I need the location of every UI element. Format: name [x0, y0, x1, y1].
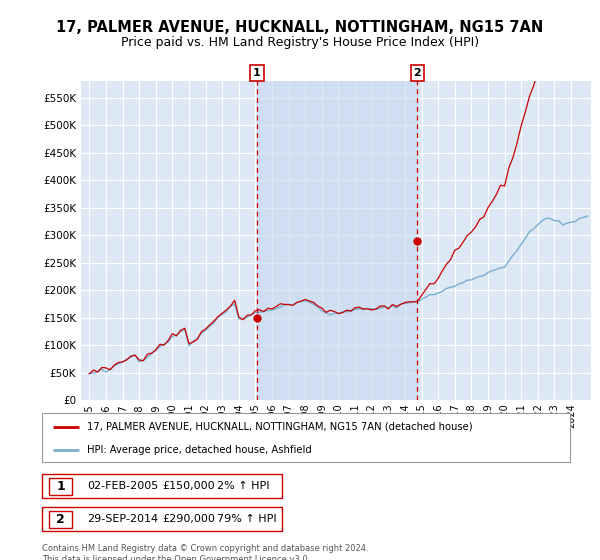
Bar: [49, 478, 72, 495]
Text: 02-FEB-2005: 02-FEB-2005: [87, 481, 158, 491]
Bar: [42, 474, 282, 498]
Text: 17, PALMER AVENUE, HUCKNALL, NOTTINGHAM, NG15 7AN: 17, PALMER AVENUE, HUCKNALL, NOTTINGHAM,…: [56, 20, 544, 35]
Text: £290,000: £290,000: [162, 514, 215, 524]
Text: 2: 2: [56, 513, 65, 526]
Text: 79% ↑ HPI: 79% ↑ HPI: [217, 514, 277, 524]
Text: £150,000: £150,000: [162, 481, 215, 491]
Text: 2: 2: [413, 68, 421, 78]
Bar: [49, 511, 72, 528]
Text: HPI: Average price, detached house, Ashfield: HPI: Average price, detached house, Ashf…: [87, 445, 311, 455]
Text: 29-SEP-2014: 29-SEP-2014: [87, 514, 158, 524]
Text: 1: 1: [56, 480, 65, 493]
Text: 17, PALMER AVENUE, HUCKNALL, NOTTINGHAM, NG15 7AN (detached house): 17, PALMER AVENUE, HUCKNALL, NOTTINGHAM,…: [87, 422, 473, 432]
Text: Price paid vs. HM Land Registry's House Price Index (HPI): Price paid vs. HM Land Registry's House …: [121, 36, 479, 49]
Text: 1: 1: [253, 68, 261, 78]
Bar: [257, 81, 418, 400]
Bar: [42, 507, 282, 531]
Text: Contains HM Land Registry data © Crown copyright and database right 2024.
This d: Contains HM Land Registry data © Crown c…: [42, 544, 368, 560]
Text: 2% ↑ HPI: 2% ↑ HPI: [217, 481, 270, 491]
